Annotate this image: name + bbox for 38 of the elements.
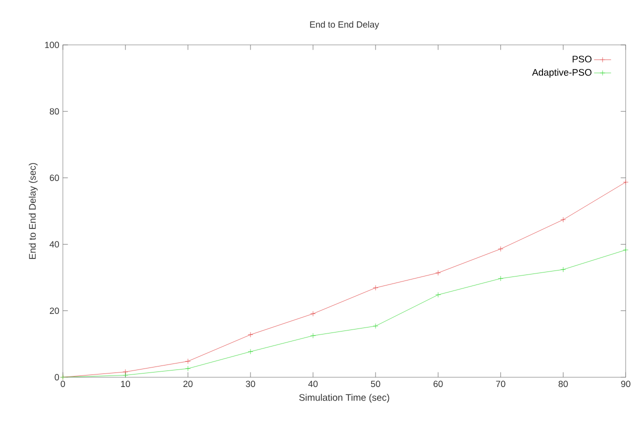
legend-label: PSO bbox=[572, 56, 592, 62]
point bbox=[248, 332, 254, 338]
y-tick-label: 80 bbox=[50, 108, 60, 114]
point bbox=[372, 285, 378, 290]
x-tick-label: 90 bbox=[621, 380, 630, 388]
point bbox=[310, 332, 316, 338]
point bbox=[122, 372, 128, 378]
x-tick-label: 30 bbox=[246, 380, 256, 388]
x-axis-title: Simulation Time (sec) bbox=[299, 394, 390, 403]
x-tick-label: 70 bbox=[496, 380, 506, 388]
point bbox=[498, 246, 504, 252]
x-tick-label: 40 bbox=[308, 380, 318, 388]
point bbox=[435, 292, 441, 298]
y-axis-title: End to End Delay (sec) bbox=[28, 163, 38, 259]
point bbox=[372, 323, 378, 329]
x-tick-label: 80 bbox=[558, 380, 568, 388]
y-tick-label: 0 bbox=[54, 374, 60, 380]
x-tick-label: 60 bbox=[434, 380, 443, 388]
y-tick-label: 60 bbox=[50, 174, 60, 181]
point bbox=[560, 216, 566, 222]
point bbox=[498, 276, 504, 282]
point bbox=[185, 366, 191, 372]
point bbox=[310, 311, 316, 316]
point bbox=[623, 247, 628, 253]
chart-title: End to End Delay bbox=[310, 21, 380, 30]
point bbox=[435, 270, 441, 276]
y-tick-label: 40 bbox=[50, 241, 60, 248]
point bbox=[560, 266, 566, 272]
y-tick-label: 20 bbox=[50, 308, 60, 314]
legend-label: Adaptive-PSO bbox=[532, 68, 592, 78]
x-tick-label: 10 bbox=[121, 380, 130, 388]
point bbox=[623, 179, 628, 185]
x-tick-label: 20 bbox=[183, 380, 193, 388]
x-tick-label: 50 bbox=[370, 380, 380, 388]
point bbox=[185, 358, 191, 364]
y-tick-label: 100 bbox=[45, 42, 60, 48]
x-tick-label: 0 bbox=[60, 380, 66, 388]
point bbox=[248, 348, 254, 354]
